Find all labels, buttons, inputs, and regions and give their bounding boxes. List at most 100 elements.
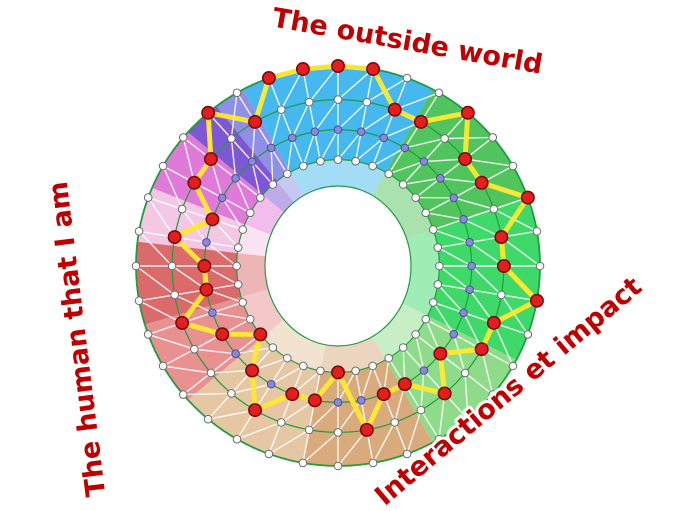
node-white[interactable]	[333, 428, 343, 437]
sector-violet[interactable]	[187, 106, 295, 213]
node-white[interactable]	[143, 330, 153, 339]
node-white[interactable]	[268, 180, 278, 189]
node-white[interactable]	[232, 434, 242, 444]
node-red[interactable]	[215, 327, 230, 342]
node-purple[interactable]	[356, 127, 366, 136]
node-purple[interactable]	[208, 308, 217, 317]
node-white[interactable]	[398, 343, 408, 352]
node-white[interactable]	[523, 330, 533, 339]
node-white[interactable]	[488, 133, 498, 142]
node-red[interactable]	[376, 387, 391, 402]
node-white[interactable]	[508, 161, 518, 171]
node-white[interactable]	[411, 330, 420, 339]
node-white[interactable]	[134, 226, 144, 236]
node-red[interactable]	[203, 152, 218, 167]
node-purple[interactable]	[247, 157, 257, 166]
node-white[interactable]	[264, 449, 274, 459]
node-red[interactable]	[245, 363, 260, 378]
node-white[interactable]	[535, 261, 545, 271]
node-purple[interactable]	[467, 261, 476, 271]
node-white[interactable]	[421, 314, 431, 324]
node-purple[interactable]	[231, 349, 240, 358]
node-red[interactable]	[285, 387, 300, 402]
node-red[interactable]	[261, 71, 276, 86]
node-white[interactable]	[268, 343, 278, 352]
node-purple[interactable]	[356, 396, 366, 405]
node-white[interactable]	[203, 414, 213, 424]
node-white[interactable]	[428, 225, 438, 234]
node-white[interactable]	[245, 314, 255, 324]
node-white[interactable]	[433, 280, 443, 289]
node-white[interactable]	[433, 243, 443, 252]
node-purple[interactable]	[266, 143, 276, 153]
node-white[interactable]	[232, 88, 242, 98]
node-white[interactable]	[384, 353, 393, 363]
node-purple[interactable]	[459, 308, 468, 317]
node-purple[interactable]	[231, 174, 240, 183]
node-red[interactable]	[387, 102, 402, 117]
node-red[interactable]	[474, 175, 489, 190]
node-white[interactable]	[362, 97, 372, 107]
node-white[interactable]	[238, 225, 248, 234]
node-purple[interactable]	[465, 285, 474, 294]
node-white[interactable]	[232, 261, 241, 271]
node-white[interactable]	[532, 226, 542, 236]
node-purple[interactable]	[459, 215, 468, 224]
node-white[interactable]	[488, 390, 498, 399]
node-purple[interactable]	[449, 193, 459, 203]
node-white[interactable]	[489, 204, 499, 214]
node-red[interactable]	[359, 422, 374, 437]
node-white[interactable]	[233, 280, 243, 289]
node-red[interactable]	[253, 327, 268, 342]
node-white[interactable]	[333, 155, 343, 164]
node-white[interactable]	[435, 261, 444, 271]
node-white[interactable]	[333, 461, 343, 471]
node-white[interactable]	[206, 368, 216, 378]
node-purple[interactable]	[436, 174, 445, 183]
node-white[interactable]	[497, 290, 506, 300]
node-purple[interactable]	[333, 125, 343, 134]
node-white[interactable]	[134, 296, 144, 306]
node-white[interactable]	[131, 261, 141, 271]
node-white[interactable]	[434, 88, 444, 98]
node-white[interactable]	[276, 105, 286, 114]
node-white[interactable]	[245, 208, 255, 218]
node-red[interactable]	[307, 393, 322, 408]
node-red[interactable]	[433, 346, 448, 361]
node-red[interactable]	[248, 403, 263, 418]
node-white[interactable]	[368, 361, 377, 371]
node-white[interactable]	[428, 298, 438, 307]
node-white[interactable]	[463, 414, 473, 424]
node-red[interactable]	[437, 386, 452, 401]
node-purple[interactable]	[287, 133, 297, 143]
node-white[interactable]	[256, 193, 265, 202]
node-red[interactable]	[248, 114, 263, 129]
node-white[interactable]	[351, 366, 360, 376]
node-white[interactable]	[351, 156, 360, 166]
node-white[interactable]	[190, 344, 199, 354]
node-purple[interactable]	[333, 398, 343, 407]
node-white[interactable]	[158, 361, 168, 371]
node-white[interactable]	[333, 95, 343, 104]
node-purple[interactable]	[310, 127, 320, 136]
node-white[interactable]	[178, 390, 188, 399]
node-red[interactable]	[413, 114, 428, 129]
node-red[interactable]	[175, 315, 190, 330]
node-white[interactable]	[283, 353, 292, 363]
node-white[interactable]	[440, 134, 449, 143]
node-red[interactable]	[520, 190, 535, 205]
node-red[interactable]	[397, 377, 412, 392]
node-white[interactable]	[298, 458, 308, 468]
node-red[interactable]	[330, 365, 345, 380]
node-white[interactable]	[402, 449, 412, 459]
node-white[interactable]	[227, 389, 236, 398]
node-white[interactable]	[304, 97, 314, 107]
node-red[interactable]	[494, 230, 509, 245]
node-white[interactable]	[316, 366, 325, 376]
node-white[interactable]	[316, 156, 325, 166]
node-red[interactable]	[205, 212, 220, 227]
node-white[interactable]	[384, 169, 393, 179]
node-white[interactable]	[238, 298, 248, 307]
node-purple[interactable]	[449, 329, 459, 339]
node-red[interactable]	[460, 105, 475, 120]
